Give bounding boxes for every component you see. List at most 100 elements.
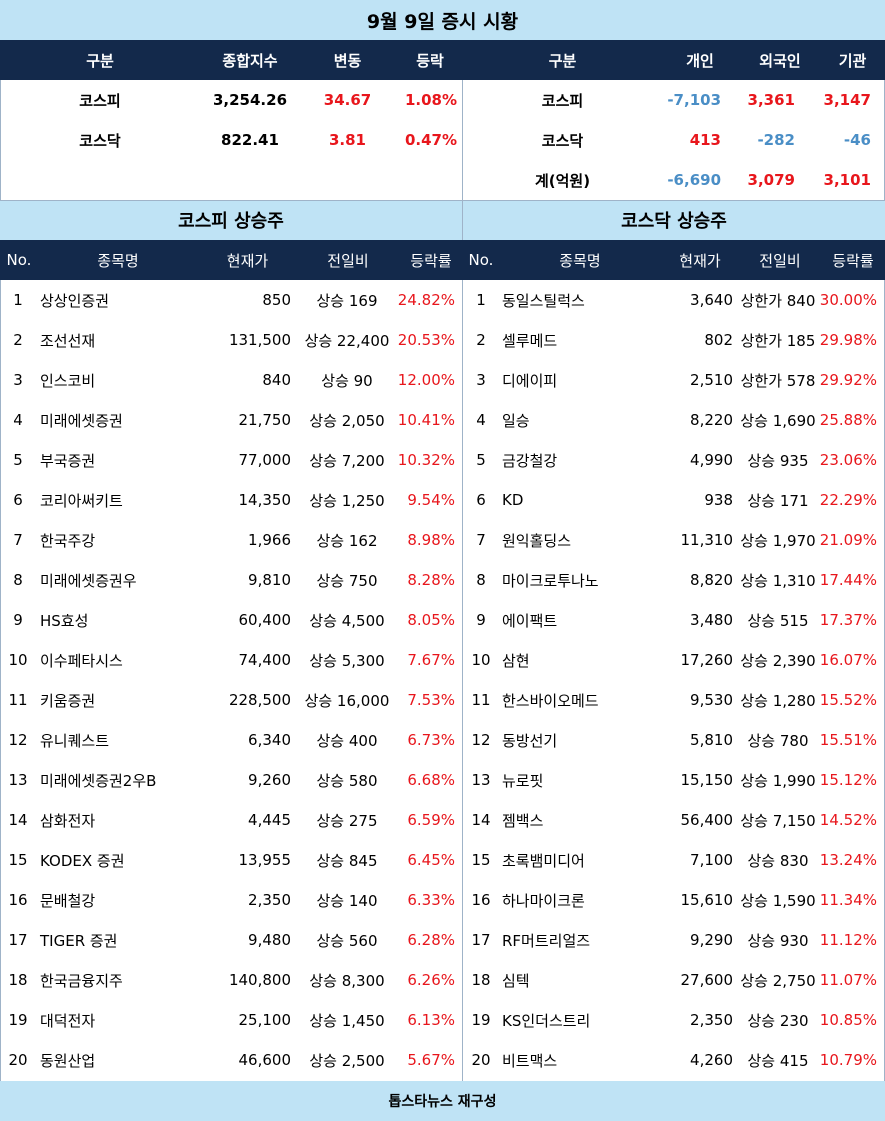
stock-no: 2 bbox=[13, 331, 23, 349]
index-row: 코스피 3,254.26 34.67 1.08% bbox=[0, 80, 462, 120]
stock-rate: 11.07% bbox=[819, 971, 877, 989]
index-rate: 0.47% bbox=[404, 131, 457, 149]
stock-diff: 상승 1,990 bbox=[740, 771, 816, 790]
stock-diff: 상승 7,150 bbox=[740, 811, 816, 830]
kospi-section-title: 코스피 상승주 bbox=[0, 200, 462, 240]
stock-name: 하나마이크론 bbox=[502, 891, 585, 910]
stock-name: 이수페타시스 bbox=[40, 651, 123, 670]
table-row: 9 에이팩트 3,480 상승 515 17.37% bbox=[463, 600, 885, 640]
table-row: 19 KS인더스트리 2,350 상승 230 10.85% bbox=[463, 1000, 885, 1040]
stock-no: 5 bbox=[476, 451, 486, 469]
stock-price: 4,260 bbox=[690, 1051, 733, 1069]
stock-price: 2,350 bbox=[690, 1011, 733, 1029]
stock-rate: 6.13% bbox=[407, 1011, 455, 1029]
table-row: 4 일승 8,220 상승 1,690 25.88% bbox=[463, 400, 885, 440]
stock-diff: 상승 230 bbox=[747, 1011, 809, 1030]
table-row: 18 한국금융지주 140,800 상승 8,300 6.26% bbox=[0, 960, 462, 1000]
stock-no: 8 bbox=[13, 571, 23, 589]
stock-price: 140,800 bbox=[228, 971, 291, 989]
stock-no: 18 bbox=[8, 971, 28, 989]
stock-no: 1 bbox=[13, 291, 23, 309]
stock-diff: 상승 169 bbox=[316, 291, 378, 310]
table-row: 18 심텍 27,600 상승 2,750 11.07% bbox=[463, 960, 885, 1000]
stock-no: 12 bbox=[8, 731, 28, 749]
stock-diff: 상승 2,390 bbox=[740, 651, 816, 670]
stock-no: 10 bbox=[471, 651, 491, 669]
stock-name: 삼현 bbox=[502, 651, 530, 670]
stock-no: 9 bbox=[13, 611, 23, 629]
stock-price: 9,810 bbox=[248, 571, 291, 589]
stock-no: 13 bbox=[471, 771, 491, 789]
table-row: 1 상상인증권 850 상승 169 24.82% bbox=[0, 280, 462, 320]
stock-rate: 10.85% bbox=[819, 1011, 877, 1029]
summary-header: 구분 종합지수 변동 등락 구분 개인 외국인 기관 bbox=[0, 40, 885, 80]
stock-name: 뉴로핏 bbox=[502, 771, 544, 790]
stock-price: 9,260 bbox=[248, 771, 291, 789]
kosdaq-header-price: 현재가 bbox=[679, 251, 721, 270]
stock-name: 조선선재 bbox=[40, 331, 96, 350]
stock-diff: 상승 16,000 bbox=[304, 691, 390, 710]
stock-diff: 상승 830 bbox=[747, 851, 809, 870]
table-row: 11 한스바이오메드 9,530 상승 1,280 15.52% bbox=[463, 680, 885, 720]
stock-diff: 상승 560 bbox=[316, 931, 378, 950]
stock-price: 27,600 bbox=[680, 971, 734, 989]
investor-row: 코스피 -7,103 3,361 3,147 bbox=[463, 80, 885, 120]
investor-institution: -46 bbox=[843, 131, 871, 149]
stock-no: 6 bbox=[476, 491, 486, 509]
stock-no: 17 bbox=[8, 931, 28, 949]
table-row: 2 셀루메드 802 상한가 185 29.98% bbox=[463, 320, 885, 360]
stock-price: 15,610 bbox=[680, 891, 734, 909]
stock-no: 11 bbox=[471, 691, 491, 709]
stock-diff: 상승 1,280 bbox=[740, 691, 816, 710]
table-row: 8 미래에셋증권우 9,810 상승 750 8.28% bbox=[0, 560, 462, 600]
stock-rate: 15.51% bbox=[819, 731, 877, 749]
table-row: 17 TIGER 증권 9,480 상승 560 6.28% bbox=[0, 920, 462, 960]
stock-price: 850 bbox=[262, 291, 291, 309]
investor-institution: 3,101 bbox=[823, 171, 871, 189]
stock-price: 4,990 bbox=[690, 451, 733, 469]
kospi-header-diff: 전일비 bbox=[327, 251, 369, 270]
stock-name: 일승 bbox=[502, 411, 530, 430]
stock-diff: 상승 930 bbox=[747, 931, 809, 950]
stock-name: TIGER 증권 bbox=[40, 931, 118, 950]
table-row: 12 동방선기 5,810 상승 780 15.51% bbox=[463, 720, 885, 760]
stock-no: 20 bbox=[8, 1051, 28, 1069]
stock-price: 7,100 bbox=[690, 851, 733, 869]
investor-institution: 3,147 bbox=[823, 91, 871, 109]
stock-diff: 상승 275 bbox=[316, 811, 378, 830]
stock-price: 9,290 bbox=[690, 931, 733, 949]
table-row: 13 뉴로핏 15,150 상승 1,990 15.12% bbox=[463, 760, 885, 800]
investor-foreign: -282 bbox=[757, 131, 795, 149]
stock-rate: 5.67% bbox=[407, 1051, 455, 1069]
stock-name: 키움증권 bbox=[40, 691, 96, 710]
table-row: 1 동일스틸럭스 3,640 상한가 840 30.00% bbox=[463, 280, 885, 320]
stock-name: 유니퀘스트 bbox=[40, 731, 110, 750]
stock-no: 9 bbox=[476, 611, 486, 629]
stock-price: 3,640 bbox=[690, 291, 733, 309]
stock-no: 16 bbox=[471, 891, 491, 909]
index-row: 코스닥 822.41 3.81 0.47% bbox=[0, 120, 462, 160]
table-row: 19 대덕전자 25,100 상승 1,450 6.13% bbox=[0, 1000, 462, 1040]
index-header-change: 변동 bbox=[333, 51, 362, 70]
table-divider bbox=[462, 280, 463, 1081]
stock-diff: 상승 2,500 bbox=[309, 1051, 385, 1070]
stock-price: 56,400 bbox=[680, 811, 734, 829]
stock-no: 14 bbox=[8, 811, 28, 829]
stock-price: 5,810 bbox=[690, 731, 733, 749]
kospi-header-rate: 등락률 bbox=[410, 251, 452, 270]
stock-price: 14,350 bbox=[238, 491, 292, 509]
stock-diff: 상한가 840 bbox=[740, 291, 816, 310]
table-row: 9 HS효성 60,400 상승 4,500 8.05% bbox=[0, 600, 462, 640]
stock-name: 한국주강 bbox=[40, 531, 96, 550]
kosdaq-section-title: 코스닥 상승주 bbox=[463, 200, 885, 240]
investor-market: 코스닥 bbox=[541, 131, 584, 150]
stock-diff: 상승 1,310 bbox=[740, 571, 816, 590]
investor-foreign: 3,361 bbox=[747, 91, 795, 109]
stock-rate: 11.34% bbox=[819, 891, 877, 909]
stock-no: 4 bbox=[476, 411, 486, 429]
stock-no: 19 bbox=[8, 1011, 28, 1029]
stock-no: 7 bbox=[13, 531, 23, 549]
stock-price: 25,100 bbox=[238, 1011, 292, 1029]
table-row: 10 삼현 17,260 상승 2,390 16.07% bbox=[463, 640, 885, 680]
stock-rate: 16.07% bbox=[819, 651, 877, 669]
